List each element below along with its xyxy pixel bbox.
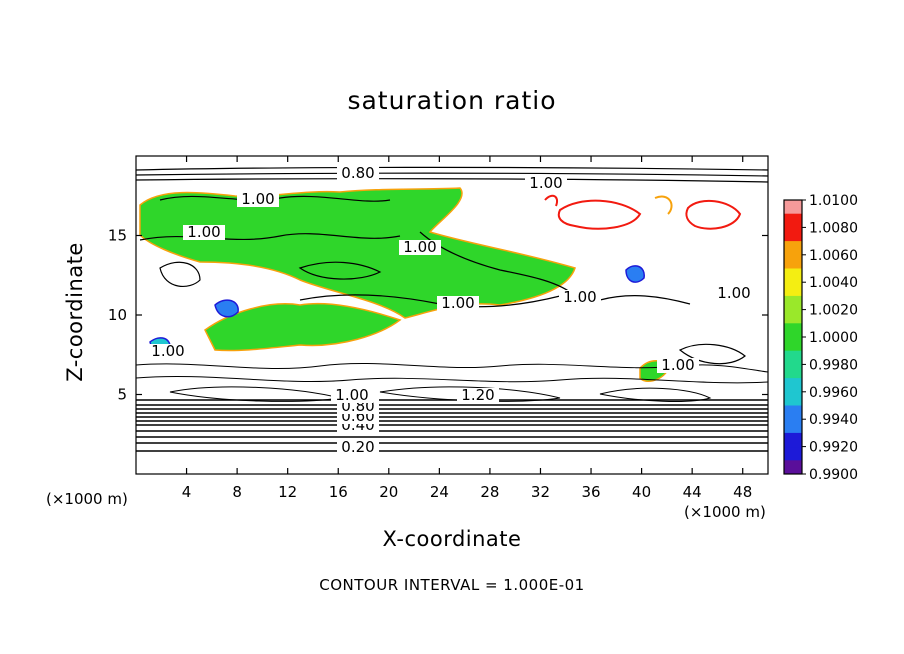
contour-lines-layered (136, 399, 768, 452)
contour-label-7: 1.00 (529, 174, 562, 192)
colorbar-segment-4-bottom (784, 350, 802, 365)
contour-label-12: 1.00 (563, 288, 596, 306)
x-tick-label-9: 40 (632, 483, 651, 501)
contour-interval-note: CONTOUR INTERVAL = 1.000E-01 (319, 576, 585, 594)
colorbar-segment-9-top (784, 200, 802, 215)
contour-label-bg-12 (559, 290, 601, 305)
contour-label-4: 1.00 (335, 386, 368, 404)
white-pocket-b (685, 199, 742, 230)
field-layer (136, 166, 768, 452)
colorbar-segment-7-bottom (784, 268, 802, 283)
colorbar-label-4: 0.9980 (809, 357, 858, 373)
x-tick-label-0: 4 (182, 483, 192, 501)
colorbar-segment-1-top (784, 419, 802, 434)
colorbar-segment-3-top (784, 364, 802, 379)
colorbar-segment-0-bottom (784, 460, 802, 475)
x-tick-label-3: 16 (329, 483, 348, 501)
x-tick-label-6: 28 (480, 483, 499, 501)
colorbar-label-10: 1.0100 (809, 193, 858, 209)
y-tick-label-1: 10 (108, 306, 127, 324)
x-tick-label-7: 32 (531, 483, 550, 501)
colorbar-segment-6-top (784, 282, 802, 297)
contour-label-bg-14 (657, 358, 699, 373)
contour-label-10: 1.00 (403, 238, 436, 256)
colorbar-segment-4-top (784, 337, 802, 352)
colorbar-segment-7-top (784, 254, 802, 269)
colorbar-label-3: 0.9960 (809, 385, 858, 401)
contour-label-bg-6 (337, 166, 379, 181)
contour-label-bg-11 (437, 296, 479, 311)
blue-cell-c (625, 265, 645, 283)
colorbar-label-6: 1.0020 (809, 303, 858, 319)
contour-label-0: 0.20 (341, 438, 374, 456)
colorbar-segment-5-bottom (784, 323, 802, 338)
green-region-middle (204, 302, 402, 352)
y-axis-ticks: 5 10 15 (108, 227, 768, 404)
contour-label-bg-0 (337, 440, 379, 455)
x-tick-label-1: 8 (232, 483, 242, 501)
colorbar-label-9: 1.0080 (809, 220, 858, 236)
contour-label-layer: 0.200.400.600.801.00 1.200.801.001.001.00… (147, 164, 755, 456)
colorbar-label-1: 0.9920 (809, 440, 858, 456)
contour-label-5: 1.20 (461, 386, 494, 404)
y-axis-label: Z-coordinate (63, 242, 87, 382)
green-region-upper (139, 187, 576, 319)
x-unit-label-right: (×1000 m) (684, 503, 766, 521)
blue-cell-a (214, 299, 239, 318)
contour-lines-upper (136, 166, 768, 365)
colorbar-segment-1-bottom (784, 432, 802, 448)
contour-label-13: 1.00 (151, 342, 184, 360)
colorbar-label-5: 1.0000 (809, 330, 858, 346)
colorbar-segment-2-top (784, 391, 802, 406)
contour-label-bg-13 (147, 344, 189, 359)
colorbar-segment-2-bottom (784, 405, 802, 420)
contour-label-14: 1.00 (661, 356, 694, 374)
x-unit-label-left: (×1000 m) (46, 490, 128, 508)
contour-label-bg-10 (399, 240, 441, 255)
contour-label-bg-4 (331, 388, 373, 403)
colorbar-label-2: 0.9940 (809, 412, 858, 428)
x-tick-label-5: 24 (430, 483, 449, 501)
x-axis-label: X-coordinate (382, 527, 522, 551)
colorbar-segment-3-bottom (784, 378, 802, 393)
contour-label-15: 1.00 (717, 284, 750, 302)
colorbar-segment-6-bottom (784, 295, 802, 311)
x-axis-ticks: 4 8 12 16 20 24 28 32 36 40 44 48 (182, 156, 752, 501)
x-tick-label-10: 44 (683, 483, 702, 501)
colorbar-label-0: 0.9900 (809, 467, 858, 483)
colorbar-segment-0-top (784, 446, 802, 461)
white-pocket-a (557, 199, 642, 230)
contour-label-bg-7 (525, 176, 567, 191)
colorbar-label-7: 1.0040 (809, 275, 858, 291)
contour-label-6: 0.80 (341, 164, 374, 182)
x-tick-label-11: 48 (733, 483, 752, 501)
plot-frame (135, 155, 769, 475)
x-tick-label-4: 20 (379, 483, 398, 501)
warm-rim-b (544, 194, 558, 207)
colorbar-label-8: 1.0060 (809, 248, 858, 264)
x-tick-label-2: 12 (278, 483, 297, 501)
colorbar-segment-8-bottom (784, 241, 802, 256)
warm-rim-a (654, 195, 673, 215)
colorbar-segment-5-top (784, 309, 802, 324)
contour-label-8: 1.00 (241, 190, 274, 208)
contour-label-bg-5 (457, 388, 499, 403)
y-tick-label-2: 15 (108, 227, 127, 245)
contour-label-9: 1.00 (187, 223, 220, 241)
y-tick-label-0: 5 (117, 386, 127, 404)
contour-label-11: 1.00 (441, 294, 474, 312)
colorbar-segment-8-top (784, 227, 802, 242)
contour-label-bg-9 (183, 225, 225, 240)
colorbar: 0.9900 0.9920 0.9940 0.9960 0.9980 1.0000 1.00… (783, 193, 858, 483)
chart-title: saturation ratio (347, 86, 557, 115)
colorbar-segment-9-bottom (784, 213, 802, 228)
x-tick-label-8: 36 (581, 483, 600, 501)
contour-label-bg-15 (713, 286, 755, 301)
contour-label-bg-8 (237, 192, 279, 207)
